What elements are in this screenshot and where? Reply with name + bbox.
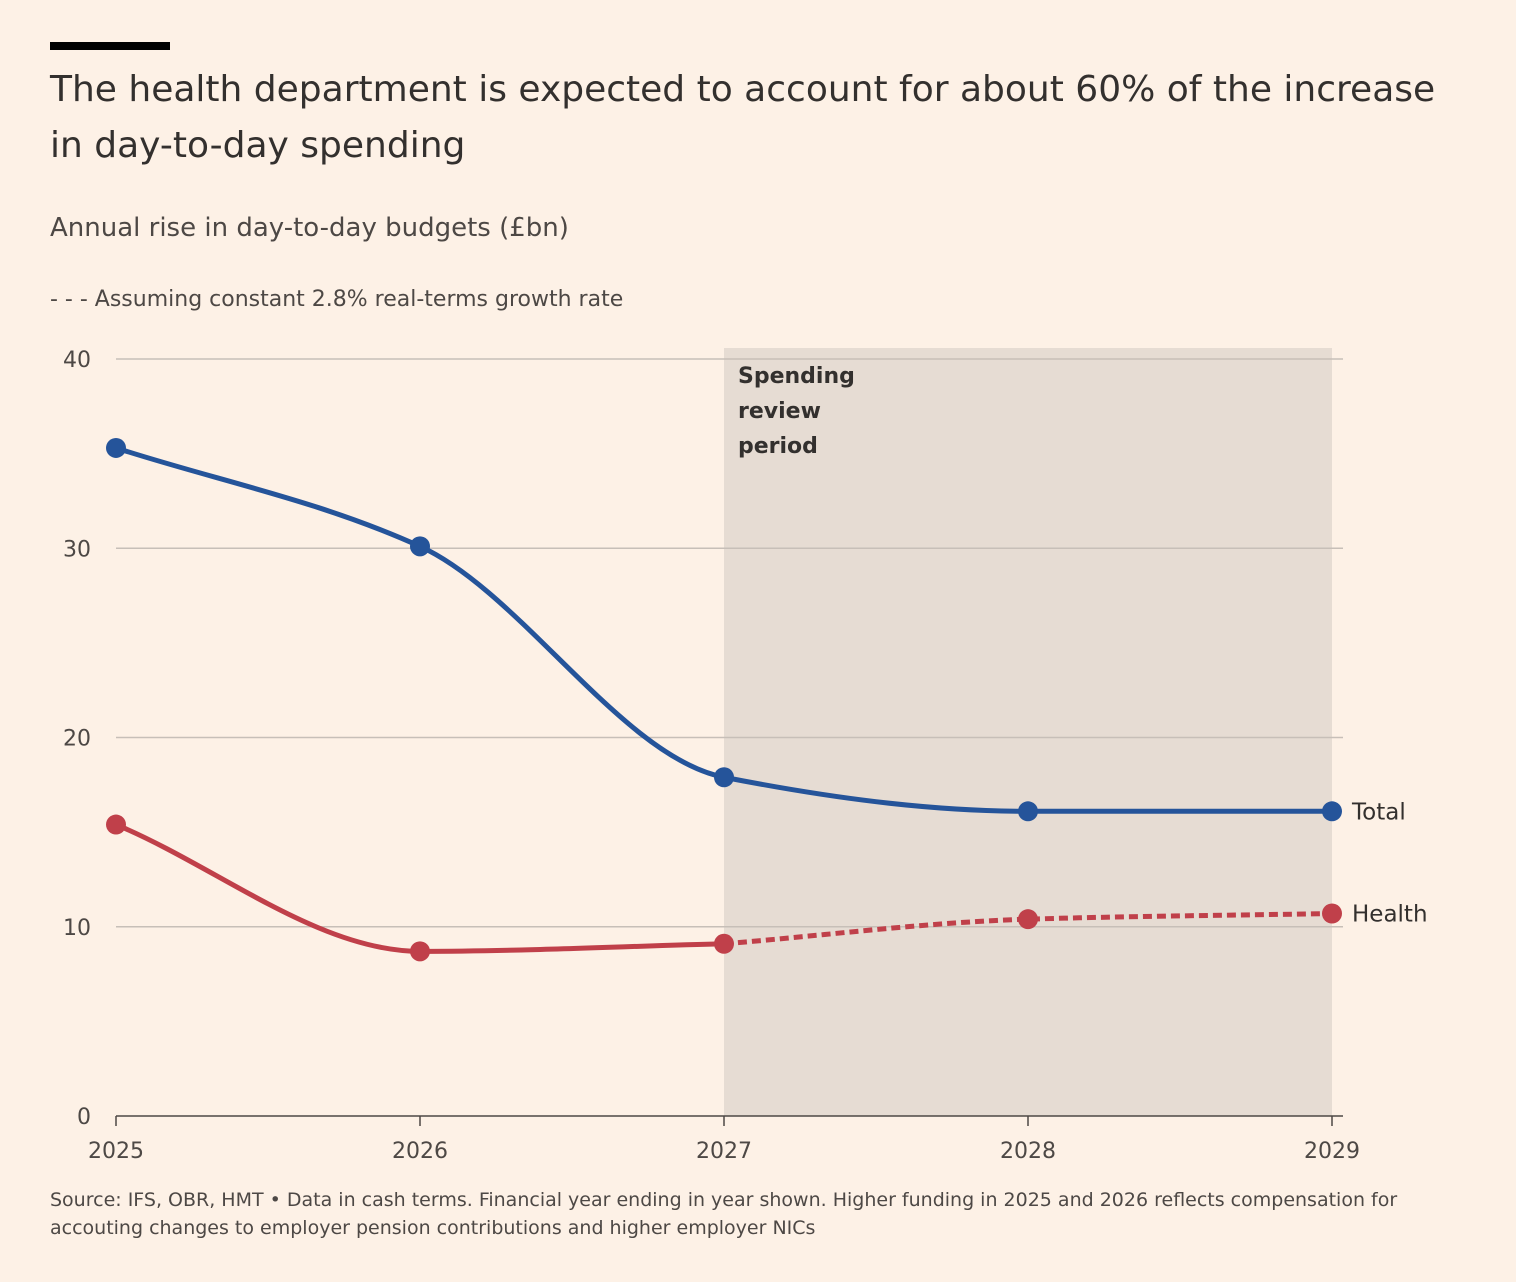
top-rule bbox=[50, 42, 170, 50]
health-series-label: Health bbox=[1352, 902, 1428, 928]
health-line-solid bbox=[113, 822, 727, 954]
y-tick-label: 30 bbox=[63, 537, 91, 562]
health-point bbox=[106, 814, 126, 835]
y-tick-label: 40 bbox=[63, 348, 91, 373]
total-point bbox=[714, 767, 734, 788]
y-tick-label: 0 bbox=[77, 1105, 91, 1130]
x-tick-label: 2028 bbox=[1000, 1139, 1056, 1164]
chart-title: The health department is expected to acc… bbox=[50, 69, 1436, 166]
total-point bbox=[1018, 801, 1038, 822]
series-labels: Total Health bbox=[1351, 799, 1428, 927]
y-axis-tick-labels: 0 10 20 30 40 bbox=[63, 348, 91, 1130]
y-tick-label: 20 bbox=[63, 727, 91, 752]
dashed-line-legend-note: - - - Assuming constant 2.8% real-terms … bbox=[50, 287, 624, 312]
y-tick-label: 10 bbox=[63, 916, 91, 941]
spending-review-label-line: period bbox=[738, 434, 818, 459]
total-point bbox=[106, 437, 126, 458]
source-note: Source: IFS, OBR, HMT • Data in cash ter… bbox=[50, 1189, 1398, 1239]
x-axis: 2025 2026 2027 2028 2029 bbox=[88, 1115, 1360, 1164]
series-health bbox=[106, 814, 1342, 962]
shade-layer: Spending review period bbox=[724, 348, 1332, 1116]
total-point bbox=[1322, 801, 1342, 822]
health-point bbox=[1322, 903, 1342, 924]
spending-review-label-line: Spending bbox=[738, 364, 855, 389]
x-tick-label: 2026 bbox=[392, 1139, 448, 1164]
total-series-label: Total bbox=[1351, 799, 1406, 825]
total-point bbox=[410, 536, 430, 557]
health-point bbox=[1018, 909, 1038, 930]
health-point bbox=[714, 933, 734, 954]
spending-review-shaded-region bbox=[724, 348, 1332, 1116]
series-total bbox=[106, 437, 1342, 822]
spending-review-label-line: review bbox=[738, 399, 821, 424]
x-tick-label: 2027 bbox=[696, 1139, 752, 1164]
x-tick-label: 2029 bbox=[1304, 1139, 1360, 1164]
health-point bbox=[410, 941, 430, 962]
x-tick-label: 2025 bbox=[88, 1139, 144, 1164]
series-lines bbox=[106, 437, 1342, 962]
chart-subtitle: Annual rise in day-to-day budgets (£bn) bbox=[50, 213, 569, 243]
